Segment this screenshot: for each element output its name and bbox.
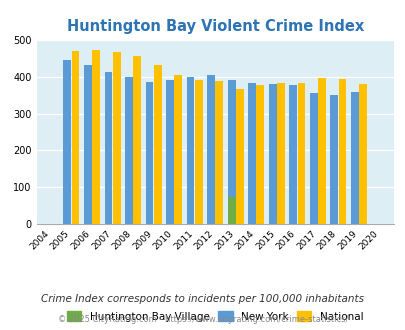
Bar <box>207 75 214 224</box>
Bar <box>227 80 235 224</box>
Bar <box>133 56 141 224</box>
Bar <box>350 92 358 224</box>
Text: © 2025 CityRating.com - https://www.cityrating.com/crime-statistics/: © 2025 CityRating.com - https://www.city… <box>58 315 347 324</box>
Bar <box>256 85 264 224</box>
Bar <box>330 95 337 224</box>
Bar <box>235 89 243 224</box>
Bar <box>289 85 296 224</box>
Bar <box>71 51 79 224</box>
Bar <box>145 82 153 224</box>
Bar <box>215 82 223 224</box>
Bar <box>276 83 284 224</box>
Bar <box>92 50 100 224</box>
Bar <box>247 83 256 224</box>
Bar <box>338 79 345 224</box>
Bar <box>104 72 112 224</box>
Bar <box>125 77 132 224</box>
Bar <box>113 52 120 224</box>
Bar <box>309 93 317 224</box>
Bar <box>166 80 173 224</box>
Title: Huntington Bay Violent Crime Index: Huntington Bay Violent Crime Index <box>66 19 363 34</box>
Bar <box>227 197 235 224</box>
Legend: Huntington Bay Village, New York, National: Huntington Bay Village, New York, Nation… <box>63 307 367 326</box>
Bar <box>186 77 194 224</box>
Bar <box>358 84 366 224</box>
Bar <box>63 60 71 224</box>
Bar <box>317 79 325 224</box>
Bar <box>194 80 202 224</box>
Bar <box>268 84 276 224</box>
Text: Crime Index corresponds to incidents per 100,000 inhabitants: Crime Index corresponds to incidents per… <box>41 294 364 304</box>
Bar <box>84 65 92 224</box>
Bar <box>153 65 161 224</box>
Bar <box>174 75 182 224</box>
Bar <box>297 83 305 224</box>
